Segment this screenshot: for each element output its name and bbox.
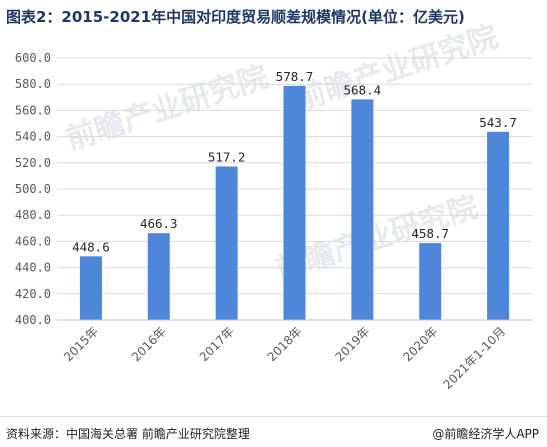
bar — [215, 166, 238, 320]
watermark-text-2: 前瞻产业研究院 — [62, 59, 273, 157]
y-axis: 400.0 420.0 440.0 460.0 480.0 500.0 520.0 540.0… — [15, 51, 51, 327]
bar — [147, 233, 170, 320]
y-tick-label: 440.0 — [15, 261, 51, 275]
x-tick-label: 2015年 — [61, 324, 101, 364]
bar — [351, 99, 374, 321]
y-tick-label: 480.0 — [15, 208, 51, 222]
data-label: 458.7 — [411, 226, 449, 241]
brand-credit: @前瞻经济学人APP — [432, 427, 539, 441]
data-label: 448.6 — [72, 239, 110, 254]
data-label: 568.4 — [344, 82, 382, 97]
data-labels: 448.6 466.3 517.2 578.7 568.4 458.7 543.7 — [72, 69, 517, 254]
data-label: 578.7 — [276, 69, 314, 84]
y-tick-label: 420.0 — [15, 287, 51, 301]
bars — [79, 85, 510, 321]
watermark-text: 前瞻产业研究院 — [292, 19, 503, 117]
y-tick-label: 540.0 — [15, 130, 51, 144]
x-tick-label: 2021年1-10月 — [440, 324, 508, 392]
x-axis: 2015年 2016年 2017年 2018年 2019年 2020年 2021年1-10月 — [57, 319, 532, 392]
source-note: 资料来源：中国海关总署 前瞻产业研究院整理 — [6, 427, 250, 441]
bar — [419, 243, 442, 320]
data-label: 466.3 — [140, 216, 178, 231]
y-tick-label: 520.0 — [15, 156, 51, 170]
x-tick-label: 2016年 — [129, 324, 169, 364]
y-tick-label: 600.0 — [15, 51, 51, 65]
chart-title: 图表2：2015-2021年中国对印度贸易顺差规模情况(单位：亿美元) — [6, 8, 465, 26]
y-tick-label: 500.0 — [15, 182, 51, 196]
y-tick-label: 460.0 — [15, 234, 51, 248]
bar — [79, 256, 102, 320]
x-tick-label: 2019年 — [332, 324, 372, 364]
data-label: 543.7 — [479, 115, 517, 130]
x-tick-label: 2020年 — [400, 324, 440, 364]
bar — [487, 131, 510, 320]
x-tick-label: 2018年 — [265, 324, 305, 364]
y-tick-label: 580.0 — [15, 77, 51, 91]
bar — [283, 85, 306, 320]
footer: 资料来源：中国海关总署 前瞻产业研究院整理 @前瞻经济学人APP — [0, 416, 547, 447]
x-tick-label: 2017年 — [197, 324, 237, 364]
y-tick-label: 400.0 — [15, 313, 51, 327]
bar-chart: 前瞻产业研究院 前瞻产业研究院 前瞻产业研究院 400.0420.0440.04… — [15, 19, 532, 392]
data-label: 517.2 — [208, 149, 246, 164]
y-tick-label: 560.0 — [15, 103, 51, 117]
